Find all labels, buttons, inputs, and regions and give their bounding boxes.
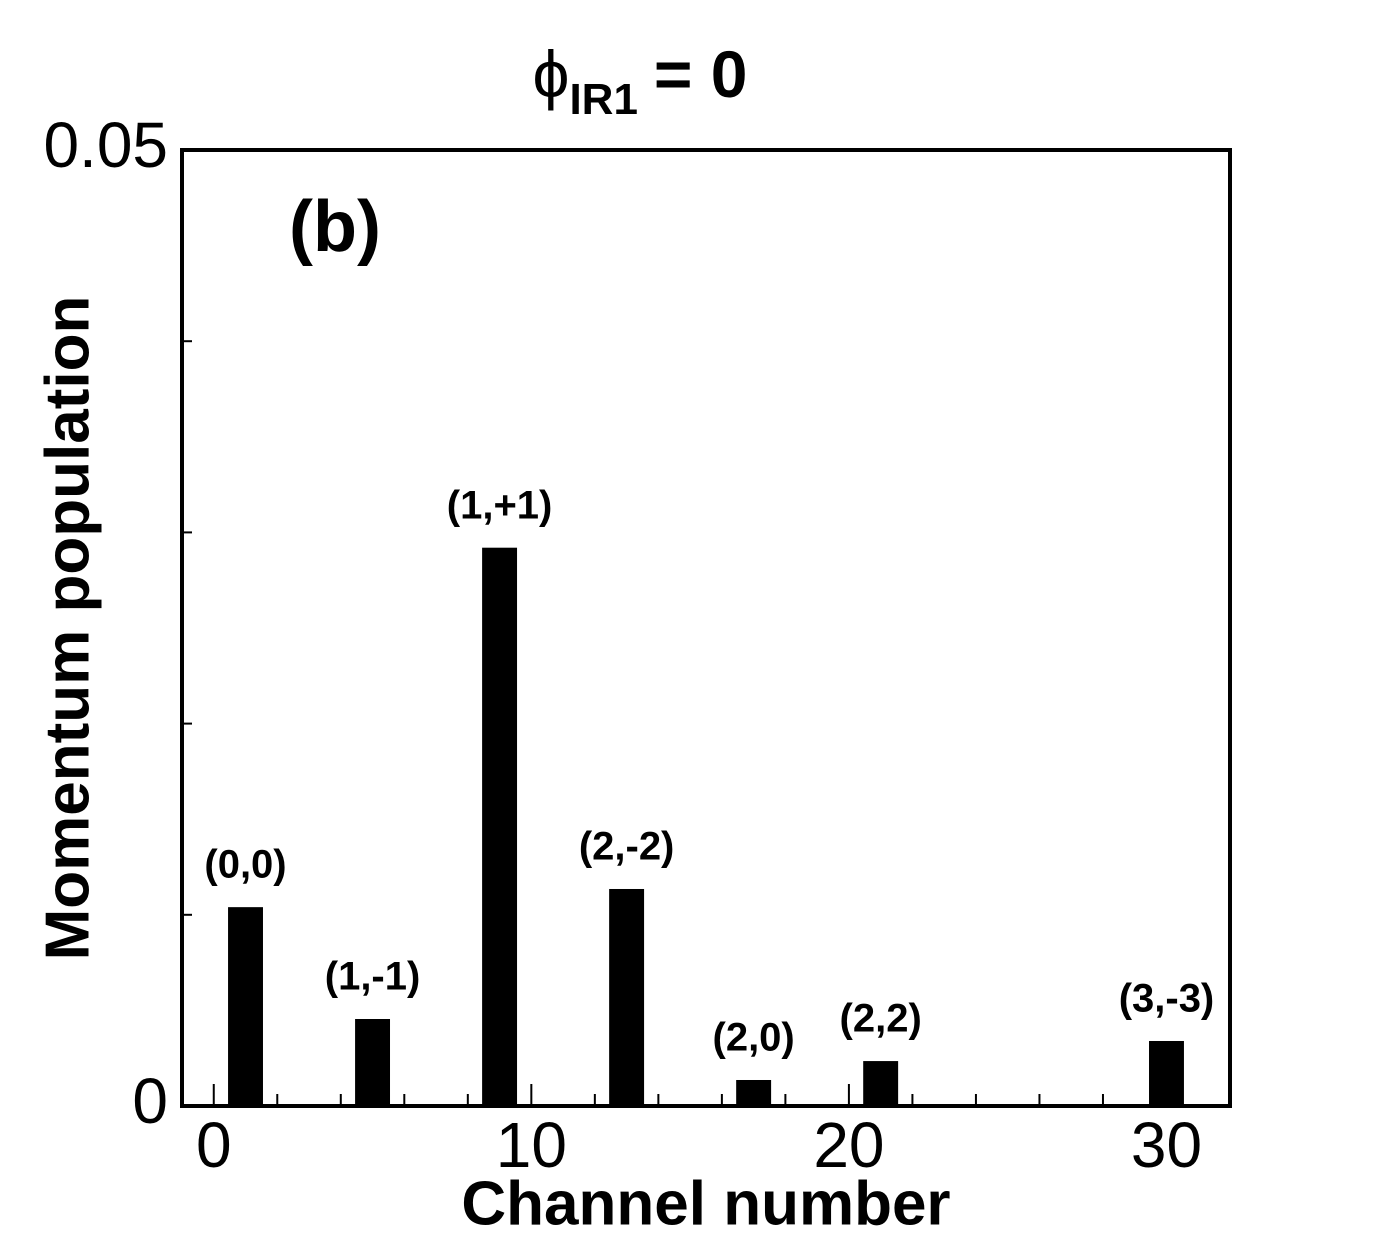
y-tick-label: 0.05 — [43, 109, 168, 181]
plot-frame — [180, 148, 1232, 1108]
y-axis-title: Momentum population — [33, 296, 102, 961]
bar — [1149, 1040, 1184, 1106]
panel-label: (b) — [289, 187, 381, 267]
bar-label: (2,0) — [713, 1016, 795, 1060]
bar — [482, 547, 518, 1106]
bar — [228, 907, 263, 1106]
bar — [609, 888, 645, 1106]
y-tick-label: 0 — [132, 1065, 168, 1137]
bar-label: (1,-1) — [325, 955, 421, 999]
x-tick-label: 0 — [196, 1109, 232, 1181]
title-text: = 0 — [654, 37, 748, 111]
x-axis-title: Channel number — [461, 1169, 950, 1238]
title-subscript: IR1 — [569, 75, 637, 124]
bar-label: (0,0) — [204, 843, 286, 887]
bar — [736, 1079, 772, 1106]
bar-label: (3,-3) — [1119, 977, 1215, 1021]
bar-label: (2,2) — [840, 997, 922, 1041]
x-tick-label: 20 — [813, 1109, 884, 1181]
x-tick-label: 10 — [496, 1109, 567, 1181]
bar — [863, 1061, 899, 1106]
x-tick-label: 30 — [1131, 1109, 1202, 1181]
title-symbol: ϕ — [532, 37, 569, 111]
bar-label: (1,+1) — [447, 483, 553, 527]
bar — [355, 1019, 391, 1106]
chart-title: ϕIR1 = 0 — [532, 37, 747, 123]
bar-label: (2,-2) — [579, 825, 675, 869]
